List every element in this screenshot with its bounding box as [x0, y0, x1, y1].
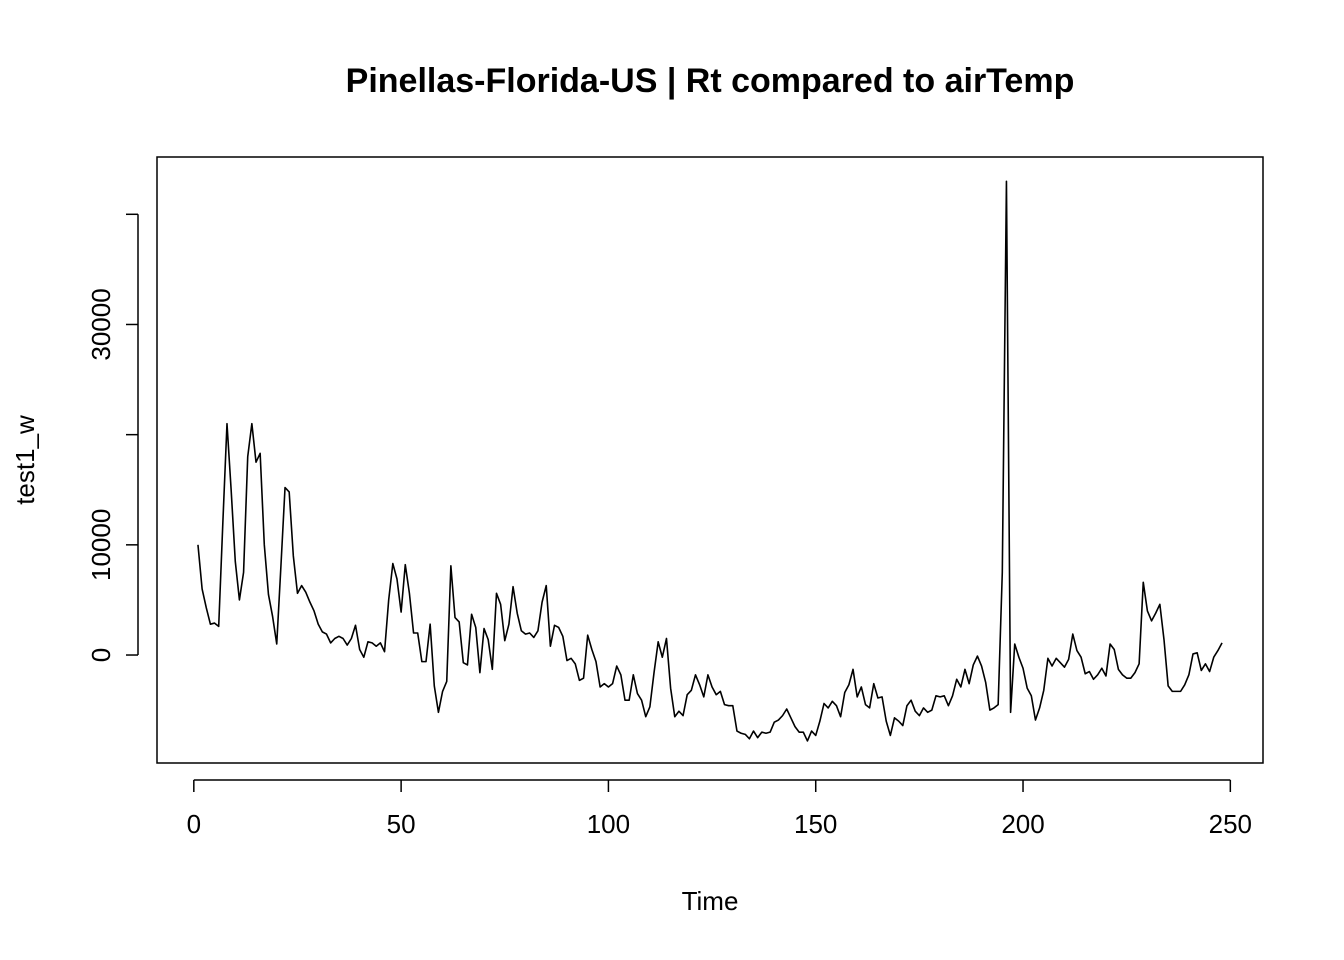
y-axis-label: test1_w [10, 415, 40, 505]
x-tick-label: 150 [794, 809, 837, 839]
data-line [197, 180, 1223, 742]
chart-title: Pinellas-Florida-US | Rt compared to air… [346, 62, 1075, 100]
x-tick-label: 0 [187, 809, 201, 839]
plot-box [156, 156, 1264, 764]
y-tick-label: 30000 [86, 288, 116, 360]
x-tick-label: 50 [387, 809, 416, 839]
x-tick-label: 100 [587, 809, 630, 839]
x-axis-label: Time [682, 886, 739, 916]
x-tick-label: 200 [1001, 809, 1044, 839]
x-tick-label: 250 [1209, 809, 1252, 839]
y-tick-label: 0 [86, 648, 116, 662]
y-tick-label: 10000 [86, 509, 116, 581]
